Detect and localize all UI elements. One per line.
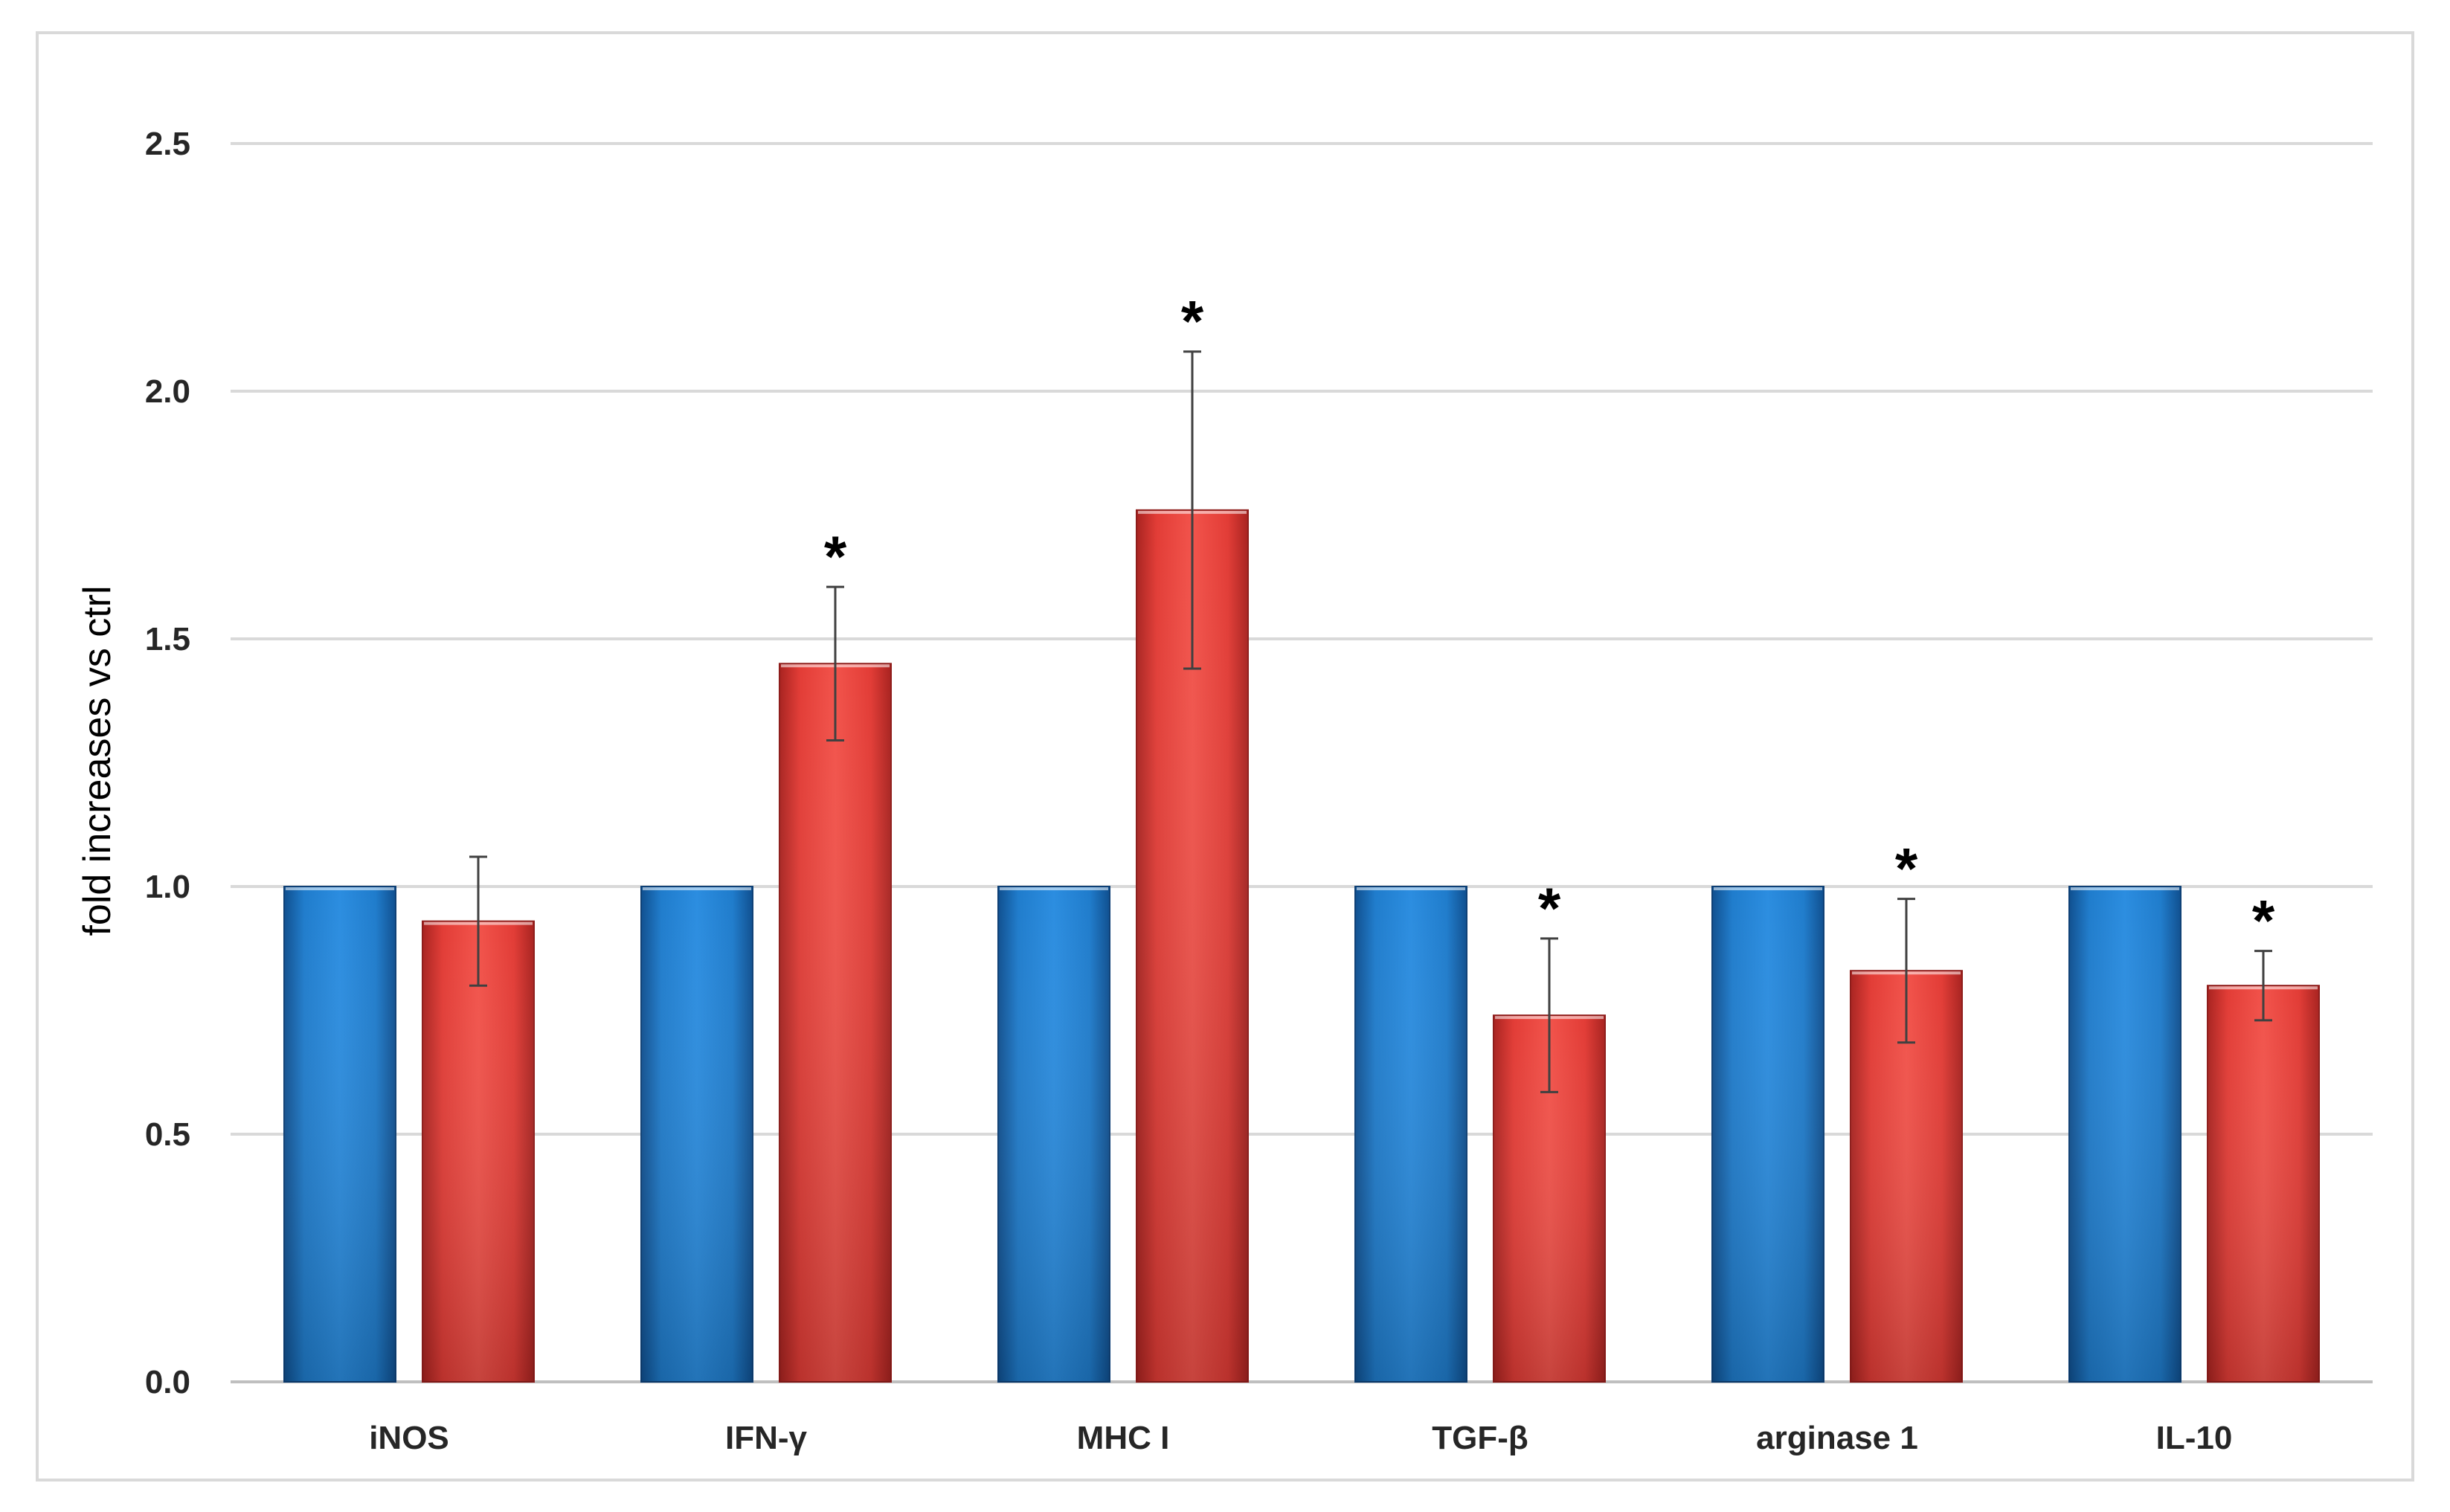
y-tick-label: 0.5 [145, 1116, 190, 1153]
bar-shading [2069, 887, 2181, 1382]
bar-shading [2208, 985, 2319, 1382]
significance-asterisk: * [2252, 888, 2275, 953]
y-tick-label: 1.5 [145, 621, 190, 657]
bar-shading [1712, 887, 1824, 1382]
x-category-label: MHC I [1077, 1420, 1170, 1456]
significance-asterisk: * [1181, 289, 1204, 354]
gridlines [231, 142, 2373, 1383]
bar-shading [641, 887, 753, 1382]
bar-shading [779, 663, 891, 1382]
x-category-label: IFN-γ [725, 1420, 808, 1456]
y-axis-title: fold increases vs ctrl [76, 585, 119, 936]
y-tick-label: 1.0 [145, 869, 190, 905]
significance-asterisk: * [1895, 836, 1918, 901]
y-tick-label: 2.5 [145, 126, 190, 162]
x-category-label: IL-10 [2156, 1420, 2233, 1456]
x-category-label: TGF-β [1432, 1420, 1528, 1456]
y-axis-ticks: 0.0 0.5 1.0 1.5 2.0 2.5 [145, 126, 190, 1400]
bar-shading [284, 887, 396, 1382]
x-category-label: arginase 1 [1756, 1420, 1918, 1456]
y-tick-label: 2.0 [145, 373, 190, 410]
error-bars [469, 350, 2272, 1093]
x-axis-labels: iNOS IFN-γ MHC I TGF-β arginase 1 IL-10 [369, 1420, 2232, 1456]
y-tick-label: 0.0 [145, 1364, 190, 1400]
x-category-label: iNOS [369, 1420, 449, 1456]
bar-shading [1355, 887, 1467, 1382]
significance-asterisk: * [1538, 875, 1561, 941]
significance-marks: * * * * * [824, 289, 2275, 953]
bar-shading [998, 887, 1110, 1382]
bar-shading [422, 921, 534, 1382]
bars [283, 509, 2320, 1383]
significance-asterisk: * [824, 524, 847, 589]
